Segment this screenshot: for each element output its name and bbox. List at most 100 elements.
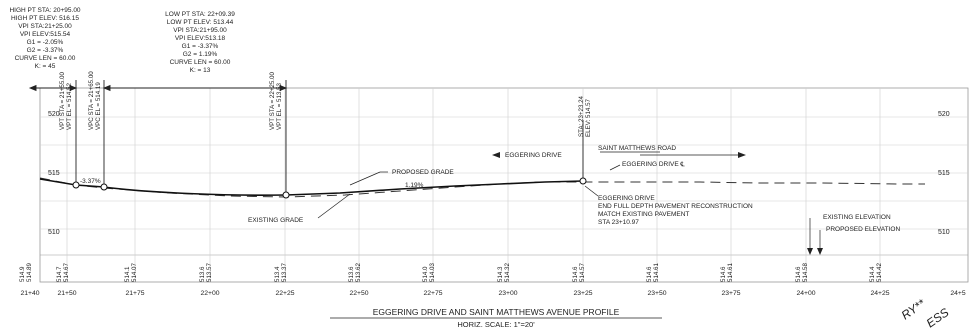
- existing-elevation-value: 513.4: [274, 266, 281, 282]
- curve-2-line: CURVE LEN = 60.00: [170, 59, 231, 66]
- leader-line: [317, 193, 351, 219]
- proposed-elevation-value: 514.61: [653, 263, 660, 282]
- proposed-elevation-value: 514.58: [802, 263, 809, 282]
- elevation-axis-right: 520 515 510: [938, 111, 950, 236]
- curve-1-data: HIGH PT STA: 20+95.00 HIGH PT ELEV: 516.…: [9, 7, 80, 70]
- existing-elevation-value: 514.6: [646, 266, 653, 282]
- existing-elevation-value: 513.6: [348, 266, 355, 282]
- station-label: 21+75: [125, 290, 144, 297]
- curve-1-line: G1 = -2.05%: [27, 39, 64, 46]
- curve-1-line: HIGH PT STA: 20+95.00: [9, 7, 80, 14]
- existing-elevation-value: 514.6: [795, 266, 802, 282]
- control-points: [72, 177, 587, 199]
- proposed-elevation-value: 514.67: [63, 263, 70, 282]
- existing-elevation-value: 514.1: [124, 266, 131, 282]
- vpt-1-point: [72, 181, 80, 189]
- proposed-elevation-value: 514.89: [26, 263, 33, 282]
- grade-label-2: 1.19%: [405, 182, 424, 189]
- existing-grade-line: [39, 177, 925, 198]
- station-label: 23+25: [573, 290, 592, 297]
- vpc-el-label: VPC EL = 514.19: [95, 82, 102, 130]
- vpt-1-el-label: VPT EL = 514.52: [66, 82, 73, 130]
- station-label: 22+50: [349, 290, 368, 297]
- existing-elevation-value: 514.9: [19, 266, 26, 282]
- vpt-2-el-label: VPT EL = 513.53: [276, 82, 283, 130]
- profile-subtitle: HORIZ. SCALE: 1"=20': [457, 320, 535, 328]
- vpc-point: [100, 183, 108, 191]
- proposed-elevation-value: 513.62: [355, 263, 362, 282]
- grid-frame: [39, 87, 969, 283]
- elevation-label: 510: [938, 229, 950, 236]
- profile-title: EGGERING DRIVE AND SAINT MATTHEWS AVENUE…: [373, 307, 620, 317]
- proposed-elevation-value: 514.61: [727, 263, 734, 282]
- vertical-point-labels: VPT STA = 21+55.00 VPT EL = 514.52 VPC S…: [59, 71, 592, 137]
- existing-elevation-value: 514.6: [572, 266, 579, 282]
- arrowhead: [69, 84, 78, 92]
- vpt-1-sta-label: VPT STA = 21+55.00: [59, 72, 66, 130]
- eggering-drive-callout: EGGERING DRIVE: [505, 152, 562, 159]
- elevation-label: 515: [938, 170, 950, 177]
- arrowhead: [28, 84, 37, 92]
- elevation-columns: 514.9 514.89 514.7 514.67 514.1 514.07 5…: [19, 263, 883, 282]
- station-label: 23+50: [647, 290, 666, 297]
- arrowhead: [807, 248, 813, 255]
- curve-2-line: K: = 13: [190, 67, 211, 74]
- vpt-2-point: [282, 191, 290, 199]
- station-axis: 21+40 21+50 21+75 22+00 22+25 22+50 22+7…: [20, 290, 965, 297]
- proposed-elevation-value: 513.37: [281, 263, 288, 282]
- station-label: 23+00: [498, 290, 517, 297]
- elevation-label: 515: [48, 170, 60, 177]
- elev-label: ELEV: 514.57: [585, 98, 592, 137]
- proposed-elevation-callout: PROPOSED ELEVATION: [826, 226, 900, 233]
- curve-1-line: CURVE LEN = 60.00: [15, 55, 76, 62]
- curve-1-line: K: = 45: [35, 63, 56, 70]
- existing-elevation-callout: EXISTING ELEVATION: [823, 214, 891, 221]
- station-label: 24+5: [950, 290, 966, 297]
- eggering-drive-centerline-callout: EGGERING DRIVE ℄: [622, 161, 686, 168]
- vpc-sta-label: VPC STA = 21+65.00: [88, 71, 95, 130]
- curve-1-line: VPI STA:21+25.00: [18, 23, 72, 30]
- end-note-line: EGGERING DRIVE: [598, 195, 655, 202]
- curve-1-line: G2 = -3.37%: [27, 47, 64, 54]
- end-note-line: END FULL DEPTH PAVEMENT RECONSTRUCTION: [598, 203, 753, 210]
- station-label: 22+25: [275, 290, 294, 297]
- curve-1-line: HIGH PT ELEV: 516.15: [11, 15, 79, 22]
- sta-label: STA: 23+23.24: [578, 95, 585, 137]
- elevation-label: 520: [48, 111, 60, 118]
- curve-2-line: VPI ELEV:513.18: [175, 35, 226, 42]
- station-label: 24+00: [796, 290, 815, 297]
- leader-line: [609, 164, 621, 171]
- end-note-line: STA 23+10.97: [598, 219, 639, 226]
- vpt-2-sta-label: VPT STA = 22+25.00: [269, 72, 276, 130]
- curve-1-line: VPI ELEV:515.54: [20, 31, 71, 38]
- leader-line: [349, 171, 381, 186]
- arrowhead: [102, 84, 111, 92]
- elevation-label: 520: [938, 111, 950, 118]
- engineer-stamp: RY** ESS: [899, 296, 952, 328]
- curve-2-line: VPI STA:21+95.00: [173, 27, 227, 34]
- station-label: 22+00: [200, 290, 219, 297]
- elevation-label: 510: [48, 229, 60, 236]
- existing-elevation-value: 513.6: [199, 266, 206, 282]
- existing-elevation-value: 514.0: [422, 266, 429, 282]
- arrowhead: [492, 152, 500, 158]
- proposed-elevation-value: 513.57: [206, 263, 213, 282]
- curve-2-line: LOW PT STA: 22+09.39: [165, 11, 235, 18]
- existing-grade-callout: EXISTING GRADE: [248, 217, 304, 224]
- arrowhead: [817, 248, 823, 255]
- proposed-elevation-value: 514.07: [131, 263, 138, 282]
- end-note-line: MATCH EXISTING PAVEMENT: [598, 211, 689, 218]
- curve-2-data: LOW PT STA: 22+09.39 LOW PT ELEV: 513.44…: [165, 11, 235, 74]
- existing-elevation-value: 514.6: [720, 266, 727, 282]
- proposed-elevation-value: 514.03: [429, 263, 436, 282]
- station-label: 22+75: [423, 290, 442, 297]
- existing-elevation-value: 514.4: [869, 266, 876, 282]
- callout-text: PROPOSED GRADE EXISTING GRADE EGGERING D…: [248, 145, 900, 233]
- elevation-axis-left: 520 515 510: [48, 111, 60, 236]
- existing-elevation-value: 514.7: [56, 266, 63, 282]
- station-label: 24+25: [870, 290, 889, 297]
- leader-line: [584, 185, 599, 197]
- callout-arrowheads: [492, 152, 823, 255]
